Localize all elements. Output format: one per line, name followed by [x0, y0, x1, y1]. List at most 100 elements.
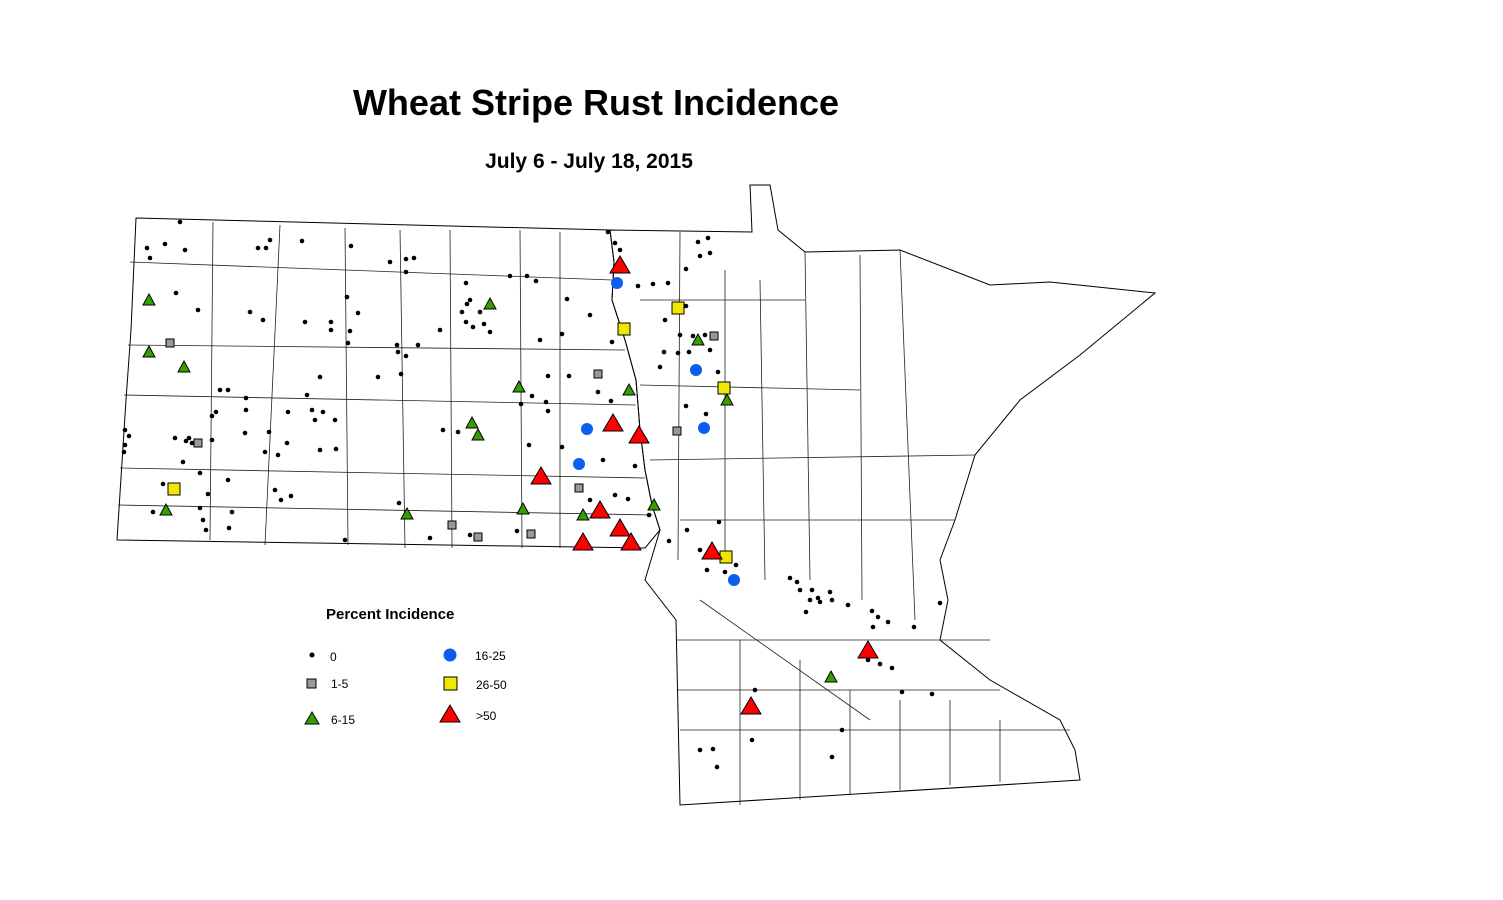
incidence-0-dot — [675, 350, 681, 356]
incidence-6-15-triangle — [400, 506, 414, 520]
incidence-0-dot — [272, 487, 278, 493]
incidence-0-dot — [122, 442, 128, 448]
incidence-0-dot — [752, 687, 758, 693]
incidence-0-dot — [815, 595, 821, 601]
incidence-6-15-triangle — [471, 427, 485, 441]
incidence-6-15-triangle — [622, 382, 636, 396]
incidence-6-15-triangle — [576, 507, 590, 521]
incidence-0-dot — [242, 430, 248, 436]
incidence-0-dot — [186, 435, 192, 441]
incidence-0-dot — [415, 342, 421, 348]
incidence-0-dot — [487, 329, 493, 335]
incidence-0-dot — [467, 297, 473, 303]
incidence-0-dot — [702, 332, 708, 338]
legend-label-16-25: 16-25 — [475, 649, 506, 663]
incidence-0-dot — [877, 661, 883, 667]
legend-title: Percent Incidence — [326, 606, 455, 623]
county-boundary — [129, 261, 613, 281]
incidence-1-5-square — [593, 369, 603, 379]
incidence-0-dot — [209, 413, 215, 419]
incidence-6-15-triangle — [647, 497, 661, 511]
incidence-0-dot — [312, 417, 318, 423]
incidence-0-dot — [533, 278, 539, 284]
incidence-0-dot — [870, 624, 876, 630]
incidence-0-dot — [284, 440, 290, 446]
incidence-0-dot — [545, 408, 551, 414]
incidence-0-dot — [459, 309, 465, 315]
incidence-0-dot — [262, 449, 268, 455]
incidence-0-dot — [455, 429, 461, 435]
incidence-0-dot — [332, 417, 338, 423]
legend-label-26-50: 26-50 — [476, 678, 507, 692]
county-boundary — [649, 454, 976, 461]
incidence-0-dot — [704, 567, 710, 573]
incidence-0-dot — [317, 374, 323, 380]
incidence-gt50-triangle — [530, 466, 552, 485]
incidence-0-dot — [911, 624, 917, 630]
legend-red-triangle-symbol — [439, 704, 461, 723]
county-boundary — [899, 249, 916, 621]
incidence-0-dot — [617, 247, 623, 253]
incidence-0-dot — [797, 587, 803, 593]
incidence-0-dot — [559, 331, 565, 337]
incidence-0-dot — [635, 283, 641, 289]
county-boundary — [127, 344, 626, 351]
incidence-0-dot — [387, 259, 393, 265]
incidence-6-15-triangle — [720, 392, 734, 406]
incidence-0-dot — [929, 691, 935, 697]
incidence-0-dot — [403, 269, 409, 275]
incidence-0-dot — [213, 409, 219, 415]
incidence-0-dot — [197, 505, 203, 511]
incidence-0-dot — [749, 737, 755, 743]
county-boundary — [399, 229, 406, 549]
incidence-1-5-square — [709, 331, 719, 341]
incidence-0-dot — [398, 371, 404, 377]
incidence-0-dot — [845, 602, 851, 608]
incidence-0-dot — [328, 319, 334, 325]
incidence-0-dot — [209, 437, 215, 443]
incidence-0-dot — [612, 492, 618, 498]
incidence-0-dot — [707, 347, 713, 353]
incidence-0-dot — [514, 528, 520, 534]
county-boundary — [344, 227, 349, 546]
incidence-0-dot — [885, 619, 891, 625]
incidence-0-dot — [937, 600, 943, 606]
legend-label-gt50: >50 — [476, 709, 497, 723]
incidence-0-dot — [714, 764, 720, 770]
incidence-0-dot — [375, 374, 381, 380]
legend-blue-circle-symbol — [443, 648, 457, 662]
incidence-0-dot — [144, 245, 150, 251]
incidence-0-dot — [625, 496, 631, 502]
incidence-0-dot — [180, 459, 186, 465]
incidence-0-dot — [661, 349, 667, 355]
incidence-0-dot — [665, 280, 671, 286]
incidence-26-50-square — [717, 381, 731, 395]
incidence-16-25-circle — [581, 423, 593, 435]
incidence-0-dot — [809, 587, 815, 593]
incidence-0-dot — [197, 470, 203, 476]
incidence-gt50-triangle — [572, 532, 594, 551]
incidence-0-dot — [302, 319, 308, 325]
incidence-0-dot — [695, 239, 701, 245]
incidence-0-dot — [255, 245, 261, 251]
incidence-6-15-triangle — [142, 292, 156, 306]
incidence-0-dot — [217, 387, 223, 393]
incidence-1-5-square — [193, 438, 203, 448]
incidence-0-dot — [703, 411, 709, 417]
incidence-0-dot — [829, 754, 835, 760]
legend-label-0: 0 — [330, 650, 337, 664]
incidence-0-dot — [122, 427, 128, 433]
incidence-0-dot — [839, 727, 845, 733]
incidence-0-dot — [260, 317, 266, 323]
incidence-0-dot — [587, 497, 593, 503]
incidence-0-dot — [595, 389, 601, 395]
county-boundary — [859, 254, 863, 601]
incidence-0-dot — [481, 321, 487, 327]
incidence-0-dot — [677, 332, 683, 338]
incidence-gt50-triangle — [701, 541, 723, 560]
incidence-0-dot — [889, 665, 895, 671]
incidence-0-dot — [794, 579, 800, 585]
incidence-6-15-triangle — [159, 502, 173, 516]
incidence-gt50-triangle — [609, 518, 631, 537]
